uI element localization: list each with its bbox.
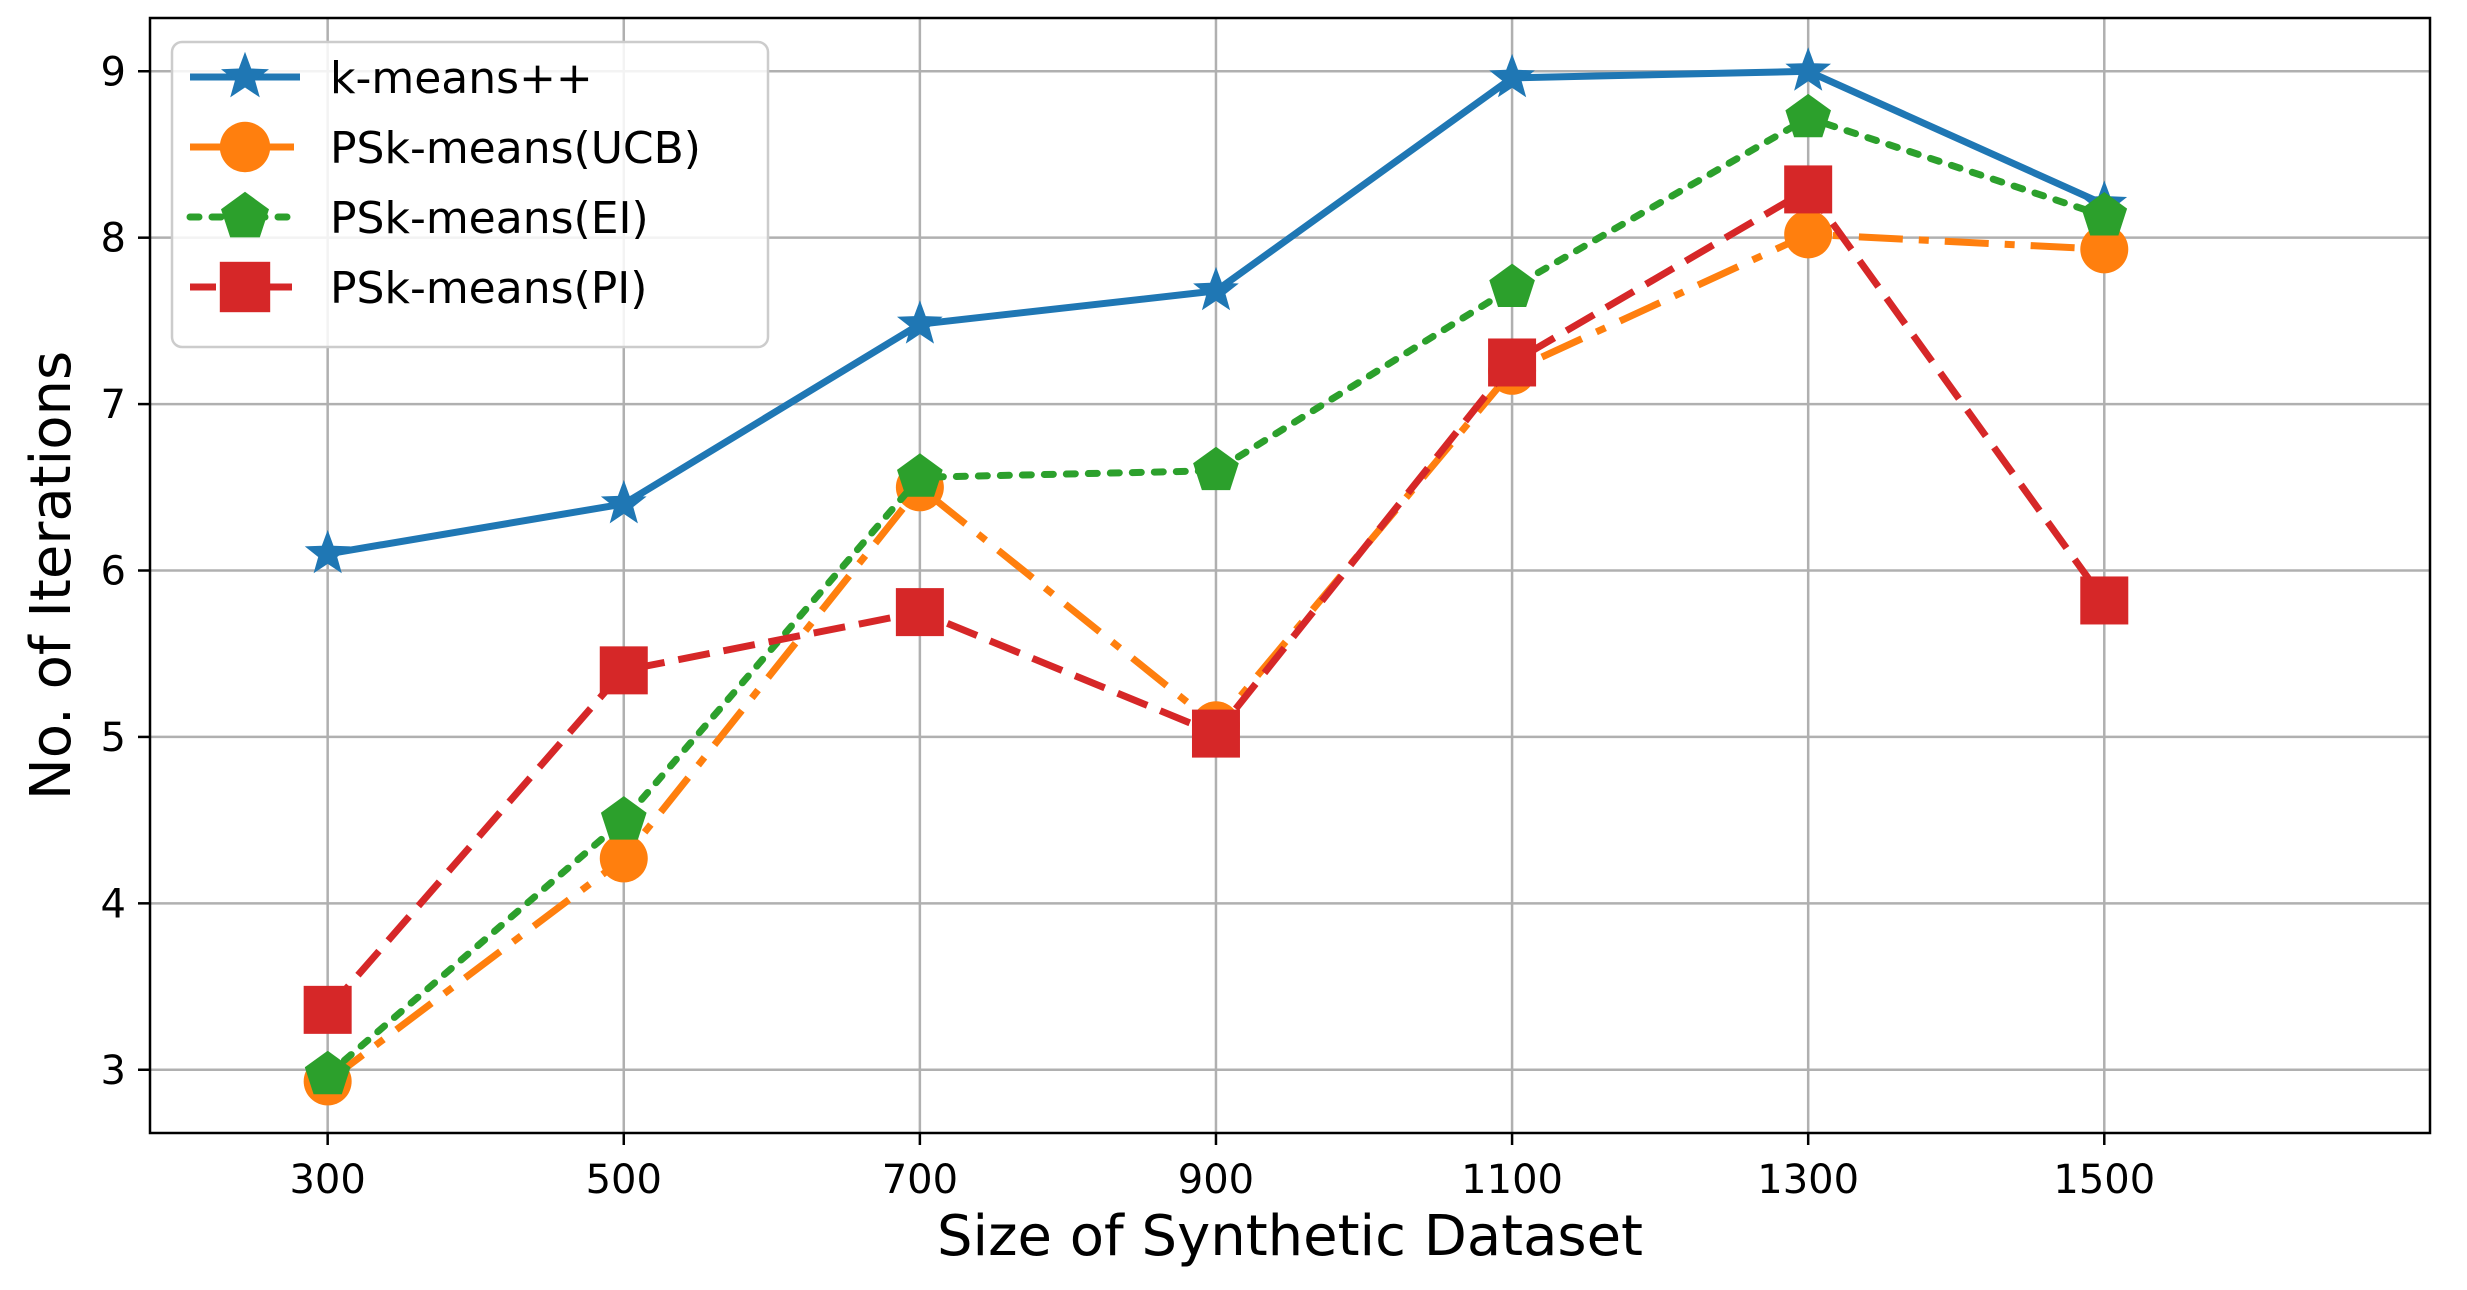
x-tick-label: 1500 <box>2053 1157 2155 1203</box>
square-marker <box>2080 576 2129 625</box>
legend: k-means++ PSk-means(UCB) PSk-means(EI) PSk-… <box>170 40 770 349</box>
circle-marker <box>599 834 648 883</box>
x-tick-label: 300 <box>289 1157 365 1203</box>
x-axis-label: Size of Synthetic Dataset <box>937 1204 1643 1269</box>
legend-item: k-means++ <box>190 51 593 104</box>
plot-frame <box>148 16 2432 1135</box>
y-tick-label: 3 <box>101 1048 126 1094</box>
pentagon-marker <box>304 1050 351 1095</box>
y-axis-label: No. of Iterations <box>19 351 84 800</box>
legend-label: k-means++ <box>330 53 593 104</box>
pentagon-marker <box>1785 93 1831 138</box>
square-marker <box>1488 338 1537 387</box>
x-tick-label: 900 <box>1178 1157 1254 1203</box>
pentagon-marker <box>1489 263 1535 307</box>
y-tick-label: 4 <box>101 881 126 927</box>
series-PSk-means(EI) <box>304 93 2128 1095</box>
legend-item: PSk-means(PI) <box>190 261 647 314</box>
series-k-means++ <box>304 47 2128 574</box>
y-tick-label: 5 <box>101 715 126 761</box>
star-marker <box>600 479 647 524</box>
star-marker <box>1489 53 1535 98</box>
square-marker <box>599 646 648 695</box>
circle-marker <box>2080 225 2129 274</box>
y-tick-label: 9 <box>101 49 126 95</box>
series-PSk-means(PI) <box>303 165 2129 1034</box>
star-marker <box>897 300 943 344</box>
x-tick-label: 500 <box>586 1157 662 1203</box>
star-marker <box>1785 47 1831 91</box>
pentagon-marker <box>2081 192 2128 236</box>
square-marker <box>303 985 352 1034</box>
star-marker <box>304 529 351 574</box>
pentagon-marker <box>897 453 943 497</box>
square-marker <box>895 588 944 637</box>
square-marker <box>1191 709 1240 758</box>
x-tick-label: 1300 <box>1757 1157 1859 1203</box>
y-tick-label: 7 <box>101 382 126 428</box>
legend-item: PSk-means(EI) <box>186 191 649 244</box>
legend-label: PSk-means(EI) <box>330 193 649 244</box>
square-marker <box>1784 165 1833 214</box>
legend-item: PSk-means(UCB) <box>190 121 701 174</box>
series-group <box>303 47 2129 1106</box>
star-marker <box>1193 266 1239 311</box>
pentagon-marker <box>1193 446 1239 491</box>
legend-frame <box>170 40 770 349</box>
y-tick-label: 8 <box>101 216 126 262</box>
pentagon-marker <box>221 191 269 238</box>
circle-marker <box>1784 210 1833 259</box>
legend-label: PSk-means(PI) <box>330 263 647 314</box>
x-axis: 300 500 700 900 1100 1300 1500 <box>289 1133 2155 1203</box>
y-axis: 3 4 5 6 7 8 9 <box>101 49 150 1094</box>
circle-marker <box>219 121 271 173</box>
legend-label: PSk-means(UCB) <box>330 123 701 174</box>
square-marker <box>219 261 271 313</box>
x-tick-label: 700 <box>882 1157 958 1203</box>
pentagon-marker <box>600 796 647 840</box>
y-tick-label: 6 <box>101 549 126 595</box>
x-tick-label: 1100 <box>1461 1157 1563 1203</box>
star-marker <box>221 51 269 98</box>
